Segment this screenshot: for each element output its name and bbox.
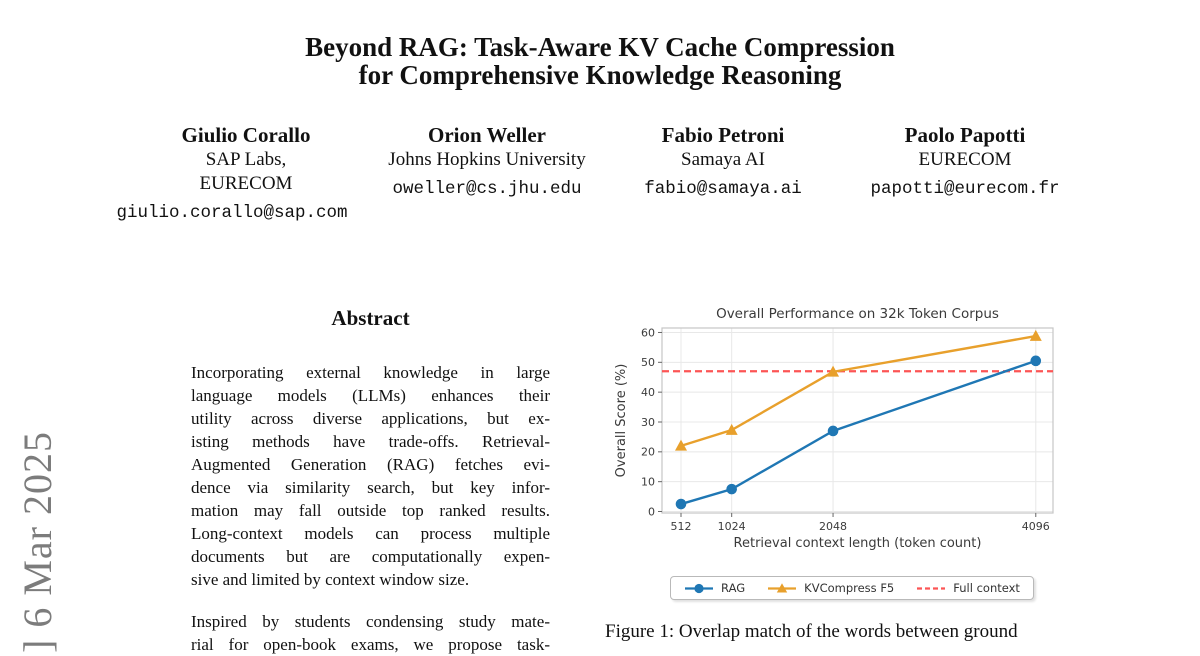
author-block-fabio-petroni: Fabio Petroni Samaya AI fabio@samaya.ai	[563, 122, 883, 199]
legend-circle-marker-icon	[685, 583, 714, 593]
series-marker-kvcompress-f5	[1029, 329, 1042, 341]
series-marker-kvcompress-f5	[675, 439, 688, 451]
x-tick-label: 1024	[718, 520, 746, 533]
abstract-paragraph-1: Incorporating external knowledge in larg…	[191, 361, 550, 591]
chart-title: Overall Performance on 32k Token Corpus	[716, 306, 999, 322]
figure-caption: Figure 1: Overlap match of the words bet…	[605, 621, 1018, 642]
series-marker-kvcompress-f5	[725, 423, 738, 435]
x-tick-label: 512	[671, 520, 692, 533]
x-tick-label: 2048	[819, 520, 847, 533]
abstract-line: mation may fall outside top ranked resul…	[191, 501, 550, 520]
author-block-giulio-corallo: Giulio Corallo SAP Labs, EURECOM giulio.…	[86, 122, 406, 223]
abstract-line: Long-context models can process multiple	[191, 524, 550, 543]
y-tick-label: 0	[648, 505, 655, 518]
author-affiliation: EURECOM	[199, 173, 293, 194]
author-affiliation: Samaya AI	[681, 149, 765, 170]
legend-label: Full context	[953, 581, 1020, 595]
series-marker-rag	[827, 425, 839, 437]
abstract-line: isting methods have trade-offs. Retrieva…	[191, 432, 550, 451]
series-marker-rag	[1030, 355, 1042, 367]
abstract-line: documents but are computationally expen-	[191, 547, 550, 566]
legend-label: RAG	[721, 581, 746, 595]
x-tick-label: 4096	[1022, 520, 1050, 533]
author-email: papotti@eurecom.fr	[870, 179, 1060, 199]
arxiv-stamp: ] 6 Mar 2025	[15, 431, 60, 653]
author-affiliation: Johns Hopkins University	[388, 149, 586, 170]
legend-item-rag: RAG	[684, 581, 745, 595]
abstract-line: dence via similarity search, but key inf…	[191, 478, 550, 497]
abstract-line: Incorporating external knowledge in larg…	[191, 363, 550, 382]
abstract-paragraph-2: Inspired by students condensing study ma…	[191, 610, 550, 656]
author-name: Fabio Petroni	[661, 123, 785, 147]
y-tick-label: 20	[641, 446, 655, 459]
plot-spines	[661, 327, 1054, 514]
legend-item-kvcompress-f5: KVCompress F5	[767, 581, 894, 595]
paper-title-line-2: for Comprehensive Knowledge Reasoning	[358, 60, 842, 90]
author-affiliation: EURECOM	[918, 149, 1012, 170]
abstract-heading: Abstract	[331, 306, 410, 330]
chart-legend-box: RAG KVCompress F5 Full context	[670, 576, 1034, 600]
series-marker-rag	[675, 498, 687, 510]
author-block-paolo-papotti: Paolo Papotti EURECOM papotti@eurecom.fr	[805, 122, 1125, 199]
author-name: Orion Weller	[427, 123, 546, 147]
author-block-orion-weller: Orion Weller Johns Hopkins University ow…	[327, 122, 647, 199]
abstract-section: Abstract Incorporating external knowledg…	[191, 306, 550, 656]
chart-legend: RAG KVCompress F5 Full context	[612, 576, 1092, 600]
paper-title: Beyond RAG: Task-Aware KV Cache Compress…	[0, 33, 1200, 89]
legend-item-full-context: Full context	[916, 581, 1020, 595]
y-tick-label: 30	[641, 416, 655, 429]
series-marker-kvcompress-f5	[827, 365, 840, 377]
author-name: Giulio Corallo	[181, 123, 311, 147]
abstract-line: Inspired by students condensing study ma…	[191, 612, 550, 631]
series-line-rag	[680, 359, 1037, 506]
author-email: giulio.corallo@sap.com	[116, 203, 348, 223]
y-tick-label: 50	[641, 356, 655, 369]
author-name: Paolo Papotti	[904, 123, 1026, 147]
abstract-line-clipped: rial for open-book exams, we propose tas…	[191, 635, 550, 654]
abstract-line: sive and limited by context window size.	[191, 570, 470, 589]
chart-xlabel: Retrieval context length (token count)	[734, 536, 982, 551]
chart-ylabel: Overall Score (%)	[614, 364, 629, 478]
y-tick-label: 40	[641, 386, 655, 399]
legend-label: KVCompress F5	[804, 581, 895, 595]
legend-dashed-line-icon	[917, 586, 946, 590]
series-marker-rag	[726, 483, 737, 495]
author-email: fabio@samaya.ai	[644, 179, 802, 199]
abstract-line: Augmented Generation (RAG) fetches evi-	[191, 455, 550, 474]
paper-title-line-1: Beyond RAG: Task-Aware KV Cache Compress…	[305, 32, 895, 62]
abstract-line: utility across diverse applications, but…	[191, 409, 550, 428]
y-tick-label: 10	[641, 475, 655, 488]
author-email: oweller@cs.jhu.edu	[392, 179, 582, 199]
y-tick-label: 60	[641, 326, 655, 339]
series-line-kvcompress-f5	[680, 334, 1036, 448]
abstract-line: language models (LLMs) enhances their	[191, 386, 550, 405]
legend-triangle-marker-icon	[768, 582, 797, 592]
performance-chart: 0 10 20 30 40 50 60 512 1024 2048 4096 Overall Perf…	[614, 306, 1054, 551]
author-affiliation: SAP Labs,	[205, 149, 287, 170]
